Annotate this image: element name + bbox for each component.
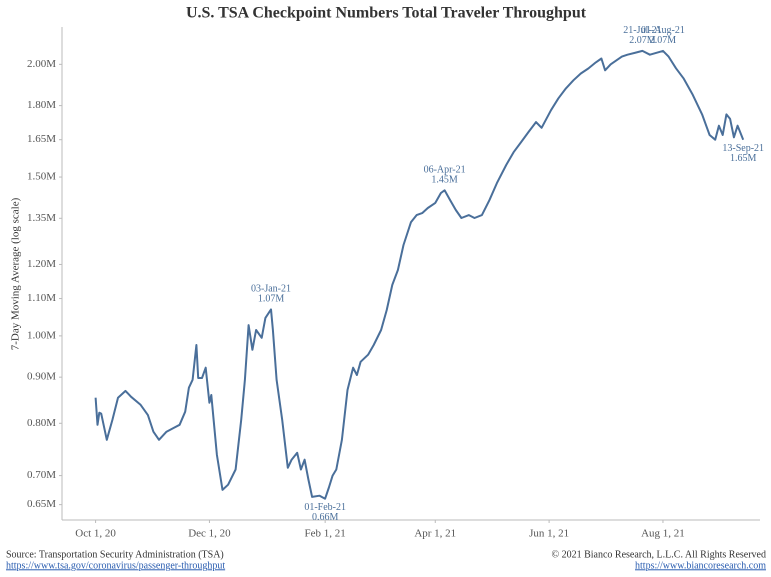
y-axis-label: 7-Day Moving Average (log scale)	[10, 197, 22, 350]
annotation-value: 0.66M	[312, 512, 339, 523]
x-tick-label: Aug 1, 21	[641, 528, 685, 540]
y-tick-label: 0.70M	[27, 469, 56, 481]
copyright-link[interactable]: https://www.biancoresearch.com	[635, 560, 766, 571]
y-tick-label: 1.20M	[27, 258, 56, 270]
x-tick-label: Feb 1, 21	[305, 528, 346, 540]
x-tick-label: Dec 1, 20	[188, 528, 231, 540]
y-tick-label: 1.65M	[27, 133, 56, 145]
annotation-value: 2.07M	[650, 35, 677, 46]
annotation-value: 1.45M	[431, 175, 458, 186]
y-tick-label: 1.00M	[27, 329, 56, 341]
annotation-date: 21-Jul-21	[623, 25, 661, 36]
y-tick-label: 0.65M	[27, 498, 56, 510]
y-tick-label: 0.80M	[27, 417, 56, 429]
y-tick-label: 0.90M	[27, 371, 56, 383]
y-tick-label: 1.35M	[27, 212, 56, 224]
x-tick-label: Jun 1, 21	[529, 528, 569, 540]
annotation-date: 03-Jan-21	[251, 284, 291, 295]
x-tick-label: Oct 1, 20	[75, 528, 116, 540]
chart-title: U.S. TSA Checkpoint Numbers Total Travel…	[186, 5, 587, 22]
annotation-date: 06-Apr-21	[424, 165, 466, 176]
y-tick-label: 1.10M	[27, 292, 56, 304]
annotation-date: 01-Feb-21	[304, 502, 346, 513]
annotation-date: 13-Sep-21	[722, 143, 764, 154]
copyright: © 2021 Bianco Research, L.L.C. All Right…	[551, 549, 766, 560]
annotation-value: 1.07M	[258, 294, 285, 305]
source: Source: Transportation Security Administ…	[6, 549, 224, 560]
series-line	[94, 49, 745, 500]
source-link[interactable]: https://www.tsa.gov/coronavirus/passenge…	[6, 560, 225, 571]
y-tick-label: 1.50M	[27, 171, 56, 183]
x-tick-label: Apr 1, 21	[414, 528, 456, 540]
y-tick-label: 2.00M	[27, 58, 56, 70]
annotation-date: 01-Aug-21	[641, 25, 685, 36]
y-tick-label: 1.80M	[27, 99, 56, 111]
annotation-value: 2.07M	[629, 35, 656, 46]
annotation-value: 1.65M	[730, 153, 757, 164]
